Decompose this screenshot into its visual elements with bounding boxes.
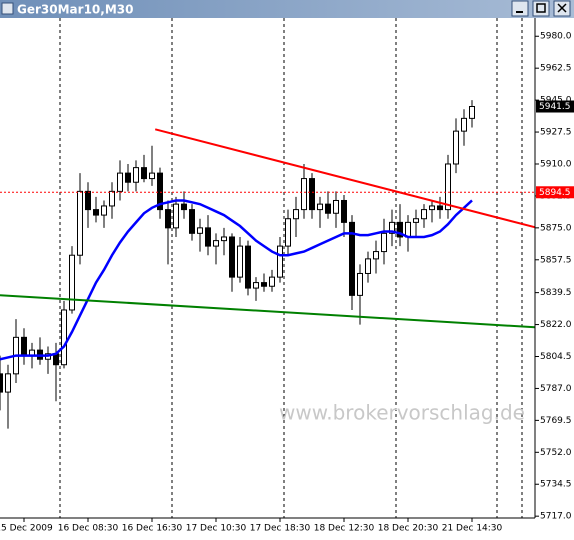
y-tick-label: 5910.0: [540, 159, 572, 169]
y-tick-label: 5752.0: [540, 448, 572, 458]
candle-body: [405, 221, 411, 238]
candle-body: [413, 218, 419, 223]
y-tick-label: 5927.5: [540, 128, 572, 138]
day-separators: [59, 18, 523, 518]
candle-body: [453, 130, 459, 165]
candle-body: [365, 258, 371, 274]
x-tick-label: 15 Dec 2009: [0, 524, 53, 534]
candle-body: [173, 203, 179, 229]
candle-body: [165, 209, 171, 229]
y-tick-label: 5822.0: [540, 320, 572, 330]
trendline: [0, 294, 535, 329]
candle-body: [229, 236, 235, 278]
window-buttons[interactable]: [511, 0, 571, 17]
x-tick-label: 18 Dec 20:30: [378, 524, 439, 534]
candle-body: [157, 172, 163, 211]
trendline: [154, 128, 535, 229]
candle-body: [181, 203, 187, 211]
maximize-icon: [536, 3, 546, 13]
candle-body: [317, 203, 323, 211]
candle-body: [277, 245, 283, 278]
candle-body: [69, 254, 75, 311]
candle-body: [301, 178, 307, 211]
x-tick-label: 16 Dec 08:30: [58, 524, 119, 534]
candle-body: [101, 205, 107, 216]
candle-body: [213, 240, 219, 247]
y-tick-label: 5839.5: [540, 288, 572, 298]
candle-body: [197, 227, 203, 234]
x-tick-label: 17 Dec 18:30: [250, 524, 311, 534]
candle-body: [21, 336, 27, 357]
candle-body: [189, 209, 195, 234]
candle-body: [461, 117, 467, 132]
y-tick-label: 5857.5: [540, 255, 572, 265]
price-label-box: [536, 186, 574, 199]
candle-body: [245, 245, 251, 289]
candle-body: [445, 163, 451, 211]
candle-body: [373, 251, 379, 260]
candle-body: [253, 282, 259, 289]
candle-body: [117, 172, 123, 192]
last-price-label: 5941.5: [539, 102, 571, 112]
window-title: Ger30Mar10,M30: [17, 3, 133, 17]
candle-body: [437, 205, 443, 211]
moving-average: [0, 199, 473, 361]
candle-body: [389, 221, 395, 234]
y-tick-label: 5980.0: [540, 32, 572, 42]
y-tick-label: 5734.5: [540, 480, 572, 490]
candle-body: [0, 373, 3, 393]
candle-body: [357, 272, 363, 296]
candle-body: [109, 190, 115, 207]
candle-body: [261, 282, 267, 287]
plot: [0, 100, 535, 429]
candle-body: [325, 203, 331, 214]
candle-body: [469, 106, 475, 119]
y-tick-label: 5769.5: [540, 416, 572, 426]
candle-body: [421, 209, 427, 220]
y-tick-label: 5962.5: [540, 64, 572, 74]
minimize-button[interactable]: [511, 0, 529, 17]
candle-body: [221, 236, 227, 242]
price-label: 5894.5: [539, 188, 571, 198]
y-tick-label: 5717.0: [540, 512, 572, 522]
y-tick-label: 5787.0: [540, 384, 572, 394]
candle-body: [77, 190, 83, 256]
candle-body: [397, 221, 403, 238]
title-bar: [0, 0, 574, 18]
close-icon: [557, 3, 567, 13]
candle-body: [133, 167, 139, 183]
x-tick-label: 18 Dec 12:30: [314, 524, 375, 534]
candle-body: [341, 199, 347, 223]
candle-body: [61, 309, 67, 366]
candle-body: [381, 232, 387, 253]
candle-body: [349, 221, 355, 296]
y-tick-label: 5804.5: [540, 352, 572, 362]
candle-body: [205, 227, 211, 247]
candle-body: [85, 190, 91, 211]
x-tick-label: 21 Dec 14:30: [442, 524, 503, 534]
candle-body: [333, 199, 339, 214]
x-tick-label: 17 Dec 10:30: [186, 524, 247, 534]
y-tick-label: 5875.0: [540, 223, 572, 233]
candle-body: [309, 178, 315, 211]
window-icon: [1, 2, 14, 15]
candle-body: [269, 276, 275, 287]
candle-body: [125, 172, 131, 183]
candle-body: [5, 373, 11, 393]
last-price-box: [536, 100, 574, 113]
candle-body: [141, 167, 147, 180]
candle-body: [237, 245, 243, 278]
watermark: www.brokervorschlag.de: [279, 401, 525, 425]
candle-body: [149, 172, 155, 180]
x-tick-label: 16 Dec 16:30: [122, 524, 183, 534]
candle-body: [429, 205, 435, 211]
candle-body: [93, 209, 99, 216]
candle-body: [285, 218, 291, 247]
candle-body: [293, 209, 299, 220]
